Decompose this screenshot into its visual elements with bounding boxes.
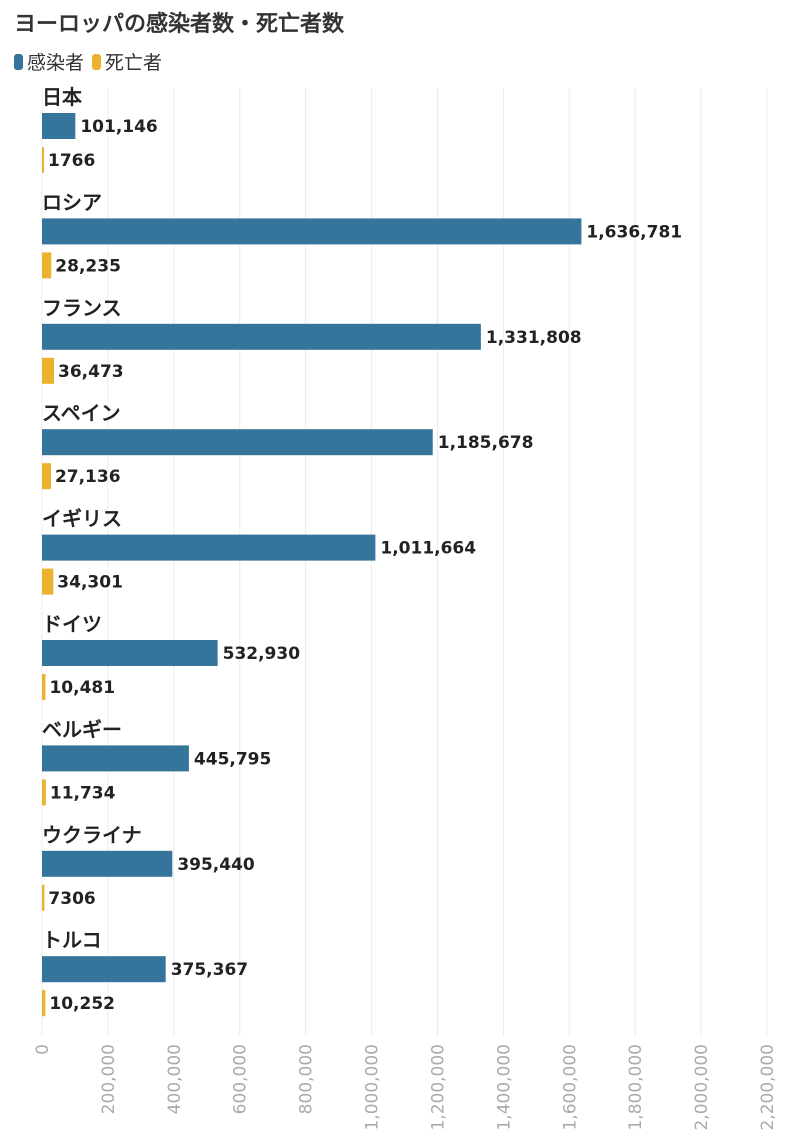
x-tick-label: 1,600,000 [560,1044,580,1131]
legend-item-cases: 感染者 [14,48,84,75]
data-label-deaths: 36,473 [58,362,124,382]
bar-deaths [42,568,54,595]
legend: 感染者 死亡者 [14,48,170,75]
bar-cases [42,113,76,139]
x-tick-label: 1,800,000 [626,1044,646,1131]
x-tick-label: 1,000,000 [363,1044,383,1131]
bar-cases [42,534,376,561]
data-label-cases: 395,440 [177,855,255,875]
x-tick-label: 1,400,000 [494,1044,514,1131]
x-tick-label: 1,200,000 [428,1044,448,1131]
x-tick-label: 2,200,000 [758,1044,778,1131]
data-label-cases: 101,146 [80,117,157,137]
category-label: ベルギー [42,717,122,741]
data-label-deaths: 28,235 [55,256,121,276]
legend-item-deaths: 死亡者 [92,48,162,75]
bar-deaths [42,674,46,700]
bar-deaths [42,357,55,384]
legend-swatch-cases [14,53,23,70]
data-label-cases: 1,011,664 [380,539,476,559]
category-label: 日本 [42,85,82,109]
data-label-cases: 1,636,781 [586,222,682,242]
bar-cases [42,218,582,245]
x-tick-label: 2,000,000 [692,1044,712,1131]
bar-deaths [42,147,44,173]
data-label-cases: 445,795 [194,749,271,769]
x-tick-label: 200,000 [99,1044,119,1114]
bar-cases [42,429,433,456]
bar-deaths [42,884,45,911]
data-label-deaths: 11,734 [50,783,116,803]
data-label-cases: 1,331,808 [486,328,582,348]
bar-cases [42,640,218,666]
category-label: トルコ [42,928,102,952]
category-label: フランス [42,296,122,320]
bar-cases [42,323,481,350]
category-label: スペイン [42,401,121,425]
data-label-cases: 375,367 [171,960,248,980]
bar-deaths [42,463,51,490]
data-label-cases: 532,930 [223,644,301,664]
bar-cases [42,850,173,877]
chart-title: ヨーロッパの感染者数・死亡者数 [14,12,345,37]
category-label: イギリス [42,507,122,531]
data-label-deaths: 34,301 [57,573,123,593]
x-tick-label: 800,000 [297,1044,317,1114]
category-label: ロシア [42,190,102,214]
legend-label-cases: 感染者 [27,52,85,74]
bar-deaths [42,779,46,806]
legend-swatch-deaths [92,53,102,70]
category-label: ウクライナ [42,823,142,847]
data-label-deaths: 10,252 [49,994,115,1014]
legend-label-deaths: 死亡者 [105,52,163,74]
data-label-deaths: 7306 [48,889,95,909]
data-label-deaths: 27,136 [55,467,121,487]
bar-cases [42,745,189,772]
x-tick-label: 0 [33,1044,53,1055]
bar-cases [42,956,166,983]
data-label-deaths: 1766 [48,151,95,171]
bar-deaths [42,252,52,279]
data-label-deaths: 10,481 [49,678,115,698]
data-label-cases: 1,185,678 [438,433,534,453]
x-tick-label: 600,000 [231,1044,251,1114]
category-label: ドイツ [42,612,102,636]
x-tick-label: 400,000 [165,1044,185,1114]
bar-deaths [42,990,46,1017]
